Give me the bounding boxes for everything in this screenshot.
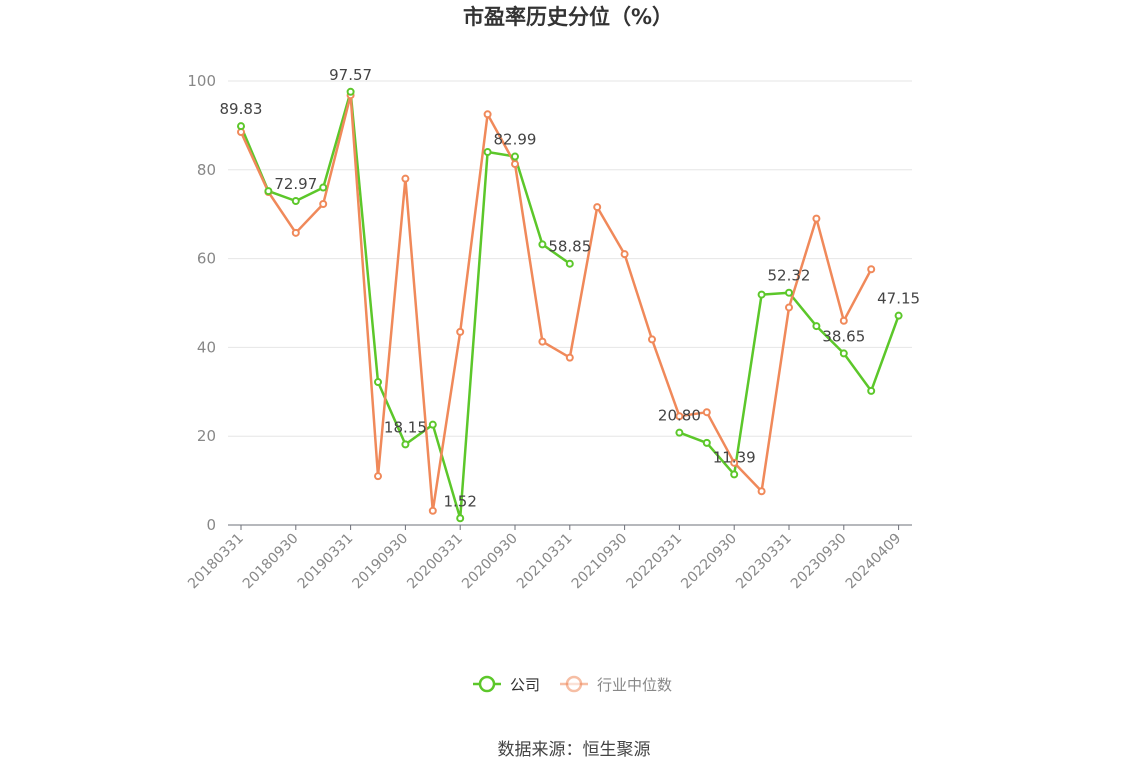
- industry-median-point: [401, 174, 410, 183]
- y-tick-label: 80: [197, 161, 216, 179]
- industry-median-point: [319, 199, 328, 208]
- company-point: [401, 440, 410, 449]
- data-label: 47.15: [877, 290, 920, 308]
- legend-swatch-marker: [478, 675, 496, 693]
- legend-swatch-marker: [565, 675, 583, 693]
- x-tick-label: 20230331: [733, 531, 795, 593]
- x-tick-label: 20220930: [678, 531, 740, 593]
- industry-median-point: [538, 337, 547, 346]
- industry-median-point: [812, 214, 821, 223]
- data-label: 20.80: [658, 407, 701, 425]
- data-label: 52.32: [768, 267, 811, 285]
- industry-median-point: [291, 228, 300, 237]
- y-tick-label: 100: [187, 72, 216, 90]
- y-axis: 0 20 40 60 80 100: [187, 72, 216, 534]
- industry-median-line: [239, 93, 873, 513]
- company-point: [757, 290, 766, 299]
- x-tick-label: 20220331: [624, 531, 686, 593]
- industry-median-point: [757, 487, 766, 496]
- x-tick-label: 20190331: [295, 531, 357, 593]
- industry-median-point: [428, 506, 437, 515]
- x-tick-label: 20200331: [404, 531, 466, 593]
- series-lines: [239, 90, 900, 520]
- company-point: [867, 386, 876, 395]
- industry-median-point: [867, 265, 876, 274]
- company-point: [264, 187, 273, 196]
- x-tick-label: 20190930: [350, 531, 412, 593]
- data-label: 18.15: [384, 418, 427, 436]
- data-label: 82.99: [494, 131, 537, 149]
- data-label: 89.83: [220, 100, 263, 118]
- series-points: [237, 87, 903, 523]
- company-point: [374, 378, 382, 387]
- y-tick-label: 40: [197, 338, 216, 356]
- y-tick-label: 0: [206, 516, 216, 534]
- industry-median-point: [456, 327, 465, 336]
- legend[interactable]: 公司 行业中位数: [473, 675, 672, 694]
- source-note: 数据来源：恒生聚源: [498, 740, 651, 760]
- company-point: [456, 514, 465, 523]
- industry-median-point: [593, 203, 602, 212]
- company-point: [428, 420, 437, 429]
- industry-median-point: [675, 412, 684, 421]
- legend-item-industry-median[interactable]: 行业中位数: [560, 675, 672, 694]
- legend-label: 公司: [510, 676, 540, 694]
- x-tick-label: 20180930: [240, 531, 302, 593]
- company-point: [675, 428, 684, 437]
- company-line: [678, 291, 900, 476]
- company-point: [839, 349, 848, 358]
- x-tick-label: 20210331: [514, 531, 576, 593]
- company-point: [483, 148, 492, 157]
- x-tick-label: 20230930: [788, 531, 850, 593]
- company-point: [511, 152, 519, 161]
- legend-item-company[interactable]: 公司: [473, 675, 540, 694]
- company-point: [538, 240, 547, 249]
- chart-title: 市盈率历史分位（%）: [463, 5, 673, 29]
- x-tick-label: 20180331: [185, 531, 247, 593]
- industry-median-point: [648, 335, 656, 344]
- industry-median-point: [483, 110, 492, 119]
- grid-lines: [228, 80, 912, 437]
- data-label: 58.85: [548, 238, 591, 256]
- company-point: [894, 311, 903, 320]
- industry-median-point: [511, 160, 519, 169]
- company-point: [730, 470, 739, 479]
- company-point: [319, 183, 328, 192]
- industry-median-point: [565, 353, 574, 362]
- data-labels: 89.83 72.97 97.57 18.15 1.52 82.99 58.85 20.80 1…: [220, 66, 921, 510]
- x-axis: 2018033120180930201903312019093020200331…: [185, 524, 912, 593]
- y-tick-label: 20: [197, 427, 216, 445]
- company-line: [239, 90, 571, 520]
- x-tick-label: 20240409: [843, 531, 905, 593]
- industry-median-point: [785, 303, 793, 312]
- y-tick-label: 60: [197, 250, 216, 268]
- x-tick-label: 20200930: [459, 531, 521, 593]
- company-point: [812, 322, 821, 331]
- company-point: [565, 259, 574, 268]
- data-label: 1.52: [443, 492, 476, 510]
- company-point: [702, 438, 711, 447]
- data-label: 72.97: [274, 175, 317, 193]
- industry-median-point: [839, 316, 848, 325]
- company-point: [291, 197, 300, 206]
- data-label: 38.65: [822, 327, 865, 345]
- company-point: [237, 122, 245, 131]
- industry-median-point: [702, 408, 711, 417]
- industry-median-point: [374, 472, 382, 481]
- industry-median-point: [730, 458, 739, 467]
- company-point: [346, 87, 355, 96]
- data-label: 11.39: [713, 448, 756, 466]
- x-tick-label: 20210930: [569, 531, 631, 593]
- legend-label: 行业中位数: [597, 676, 672, 694]
- industry-median-point: [620, 250, 629, 259]
- company-point: [785, 288, 793, 297]
- data-label: 97.57: [329, 66, 372, 84]
